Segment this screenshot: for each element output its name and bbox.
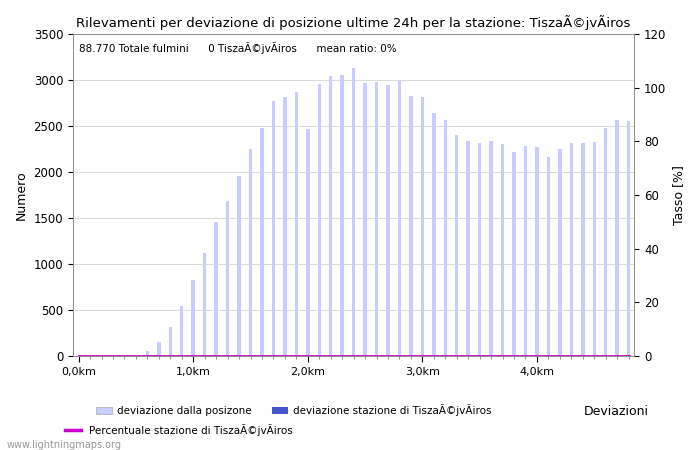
Bar — [444, 121, 447, 356]
Bar — [604, 128, 608, 356]
Text: 88.770 Totale fulmini      0 TiszaÃ©jvÃiros      mean ratio: 0%: 88.770 Totale fulmini 0 TiszaÃ©jvÃiros m… — [78, 42, 396, 54]
Bar — [512, 152, 516, 356]
Bar — [214, 222, 218, 356]
Bar — [592, 142, 596, 356]
Bar — [455, 135, 458, 356]
Bar — [432, 113, 435, 356]
Bar — [340, 75, 344, 356]
Legend: deviazione dalla posizone, deviazione stazione di TiszaÃ©jvÃiros: deviazione dalla posizone, deviazione st… — [92, 400, 496, 420]
Bar — [363, 83, 367, 356]
Text: Deviazioni: Deviazioni — [584, 405, 648, 418]
Bar — [272, 101, 275, 356]
Bar — [374, 82, 378, 356]
Y-axis label: Tasso [%]: Tasso [%] — [672, 165, 685, 225]
Bar — [295, 92, 298, 356]
Bar — [627, 122, 630, 356]
Bar — [466, 141, 470, 356]
Bar — [489, 141, 493, 356]
Bar — [421, 98, 424, 356]
Bar — [478, 144, 482, 356]
Bar — [558, 149, 561, 356]
Bar — [169, 327, 172, 356]
Bar — [146, 351, 149, 356]
Bar — [329, 76, 332, 356]
Bar — [226, 201, 230, 356]
Bar — [581, 143, 584, 356]
Bar — [501, 144, 504, 356]
Bar — [570, 144, 573, 356]
Bar — [386, 85, 390, 356]
Bar — [615, 121, 619, 356]
Bar — [157, 342, 160, 356]
Bar — [352, 68, 356, 356]
Bar — [284, 98, 286, 356]
Bar — [237, 176, 241, 356]
Bar — [192, 280, 195, 356]
Legend: Percentuale stazione di TiszaÃ©jvÃiros: Percentuale stazione di TiszaÃ©jvÃiros — [61, 420, 297, 440]
Text: www.lightningmaps.org: www.lightningmaps.org — [7, 440, 122, 450]
Bar — [318, 84, 321, 356]
Title: Rilevamenti per deviazione di posizione ultime 24h per la stazione: TiszaÃ©jvÃir: Rilevamenti per deviazione di posizione … — [76, 15, 631, 30]
Bar — [536, 147, 539, 356]
Bar — [306, 129, 309, 356]
Bar — [260, 128, 264, 356]
Bar — [547, 157, 550, 356]
Bar — [248, 149, 252, 356]
Bar — [203, 253, 206, 356]
Y-axis label: Numero: Numero — [15, 170, 28, 220]
Bar — [180, 306, 183, 356]
Bar — [524, 146, 527, 356]
Bar — [410, 95, 412, 356]
Bar — [398, 81, 401, 356]
